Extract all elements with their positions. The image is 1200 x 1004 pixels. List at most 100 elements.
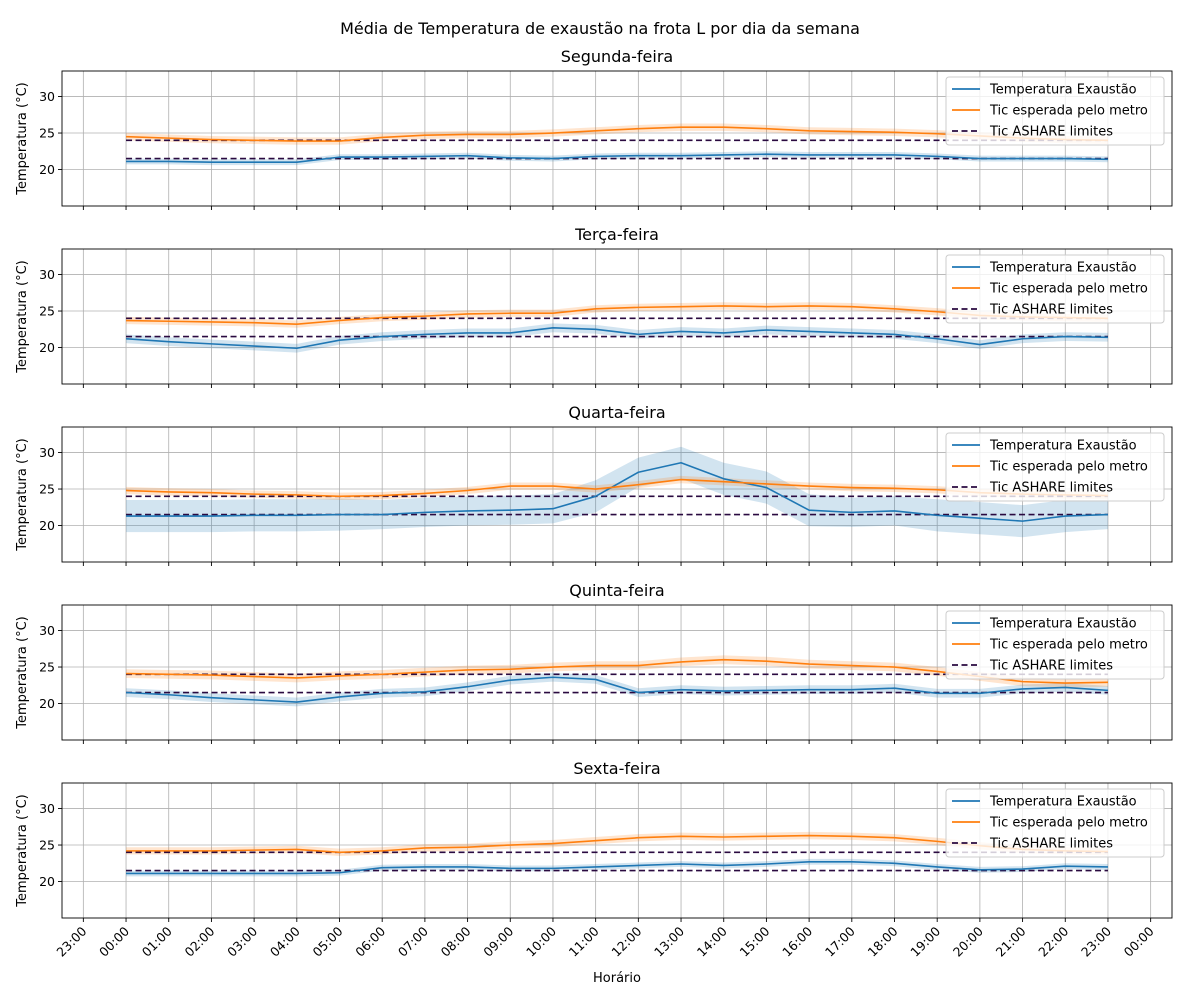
plot-frame <box>61 782 1173 919</box>
chart-title: Média de Temperatura de exaustão na frot… <box>340 19 860 38</box>
esperada-confidence-band <box>126 655 1108 688</box>
panel-4: 20 25 30 Temperatura (°C) Quinta-feira Temper… <box>15 581 1173 744</box>
y-axis-label: Temperatura (°C) <box>15 794 30 907</box>
x-tick-label: 06:00 <box>352 923 388 959</box>
y-tick-label: 30 <box>39 445 55 460</box>
x-tick-label: 18:00 <box>865 923 901 959</box>
legend-box <box>945 254 1165 324</box>
y-tick-label: 30 <box>39 267 55 282</box>
exaustao-series-line <box>126 461 1108 522</box>
y-tick-label: 30 <box>39 623 55 638</box>
x-tick-label: 00:00 <box>96 923 132 959</box>
legend: Temperatura Exaustão Tic esperada pelo me… <box>945 788 1165 858</box>
legend-label-ashare: Tic ASHARE limites <box>989 303 1113 318</box>
plot-frame <box>61 70 1173 207</box>
legend-label-esperada: Tic esperada pelo metro <box>989 282 1148 297</box>
x-tick-label: 10:00 <box>523 923 559 959</box>
y-tick-label: 25 <box>39 304 55 319</box>
legend-box <box>945 432 1165 502</box>
x-tick-label: 21:00 <box>993 923 1029 959</box>
panel-title: Terça-feira <box>574 225 659 244</box>
exaustao-confidence-band <box>126 323 1108 353</box>
esperada-confidence-band <box>126 475 1108 500</box>
y-axis-label: Temperatura (°C) <box>15 260 30 373</box>
x-tick-label: 23:00 <box>1078 923 1114 959</box>
exaustao-series-line <box>126 153 1108 164</box>
legend-label-exaustao: Temperatura Exaustão <box>989 83 1137 98</box>
x-tick-label: 00:00 <box>1121 923 1157 959</box>
panel-title: Segunda-feira <box>561 47 673 66</box>
panel-1: 20 25 30 Temperatura (°C) Segunda-feira Tempe… <box>15 47 1173 210</box>
legend: Temperatura Exaustão Tic esperada pelo me… <box>945 432 1165 502</box>
legend: Temperatura Exaustão Tic esperada pelo me… <box>945 254 1165 324</box>
x-tick-label: 11:00 <box>566 923 602 959</box>
y-tick-label: 25 <box>39 126 55 141</box>
x-tick-label: 07:00 <box>395 923 431 959</box>
legend-label-esperada: Tic esperada pelo metro <box>989 638 1148 653</box>
legend-label-exaustao: Temperatura Exaustão <box>989 439 1137 454</box>
x-tick-label: 20:00 <box>950 923 986 959</box>
x-tick-label: 14:00 <box>694 923 730 959</box>
esperada-confidence-band <box>126 831 1108 856</box>
y-axis-label: Temperatura (°C) <box>15 82 30 195</box>
y-tick-label: 20 <box>39 874 55 889</box>
panel-3: 20 25 30 Temperatura (°C) Quarta-feira Temper… <box>15 403 1173 566</box>
exaustao-series-line <box>125 676 1109 703</box>
legend-label-exaustao: Temperatura Exaustão <box>989 795 1137 810</box>
y-tick-label: 25 <box>39 660 55 675</box>
legend-label-ashare: Tic ASHARE limites <box>989 481 1113 496</box>
exaustao-series-line <box>125 327 1108 350</box>
y-axis-label: Temperatura (°C) <box>15 616 30 729</box>
y-axis-label: Temperatura (°C) <box>15 438 30 551</box>
exaustao-series-line <box>126 861 1108 875</box>
x-tick-label: 09:00 <box>480 923 516 959</box>
y-tick-label: 20 <box>39 340 55 355</box>
legend-label-ashare: Tic ASHARE limites <box>989 125 1113 140</box>
x-tick-label: 12:00 <box>608 923 644 959</box>
x-tick-label: 04:00 <box>267 923 303 959</box>
legend-label-exaustao: Temperatura Exaustão <box>989 261 1137 276</box>
y-tick-label: 20 <box>39 696 55 711</box>
x-tick-label: 01:00 <box>139 923 175 959</box>
esperada-series-line <box>126 305 1108 325</box>
legend-label-exaustao: Temperatura Exaustão <box>989 617 1137 632</box>
plot-frame <box>61 248 1173 385</box>
x-tick-label: 08:00 <box>438 923 474 959</box>
legend: Temperatura Exaustão Tic esperada pelo me… <box>945 76 1165 146</box>
y-tick-label: 30 <box>39 801 55 816</box>
legend-box <box>945 76 1165 146</box>
x-tick-label: 02:00 <box>181 923 217 959</box>
exaustao-confidence-band <box>126 858 1108 877</box>
esperada-series-line <box>126 658 1108 684</box>
legend-label-esperada: Tic esperada pelo metro <box>989 816 1148 831</box>
y-tick-label: 30 <box>39 89 55 104</box>
x-tick-label: 22:00 <box>1035 923 1071 959</box>
x-axis-label: Horário <box>593 971 641 986</box>
legend-label-ashare: Tic ASHARE limites <box>989 837 1113 852</box>
panel-5: 20 25 30 Temperatura (°C) Sexta-feira Tempera… <box>15 759 1173 986</box>
y-tick-label: 25 <box>39 482 55 497</box>
y-tick-label: 20 <box>39 518 55 533</box>
legend-box <box>945 788 1165 858</box>
y-tick-label: 25 <box>39 838 55 853</box>
x-tick-label: 23:00 <box>53 923 89 959</box>
x-tick-label: 15:00 <box>736 923 772 959</box>
esperada-confidence-band <box>126 302 1108 328</box>
y-tick-label: 20 <box>39 162 55 177</box>
plot-frame <box>61 426 1173 563</box>
legend-label-esperada: Tic esperada pelo metro <box>989 460 1148 475</box>
panel-title: Quarta-feira <box>568 403 665 422</box>
esperada-series-line <box>126 834 1108 854</box>
x-tick-label: 19:00 <box>907 923 943 959</box>
legend-box <box>945 610 1165 680</box>
plot-frame <box>61 604 1173 741</box>
legend-label-esperada: Tic esperada pelo metro <box>989 104 1148 119</box>
x-tick-label: 16:00 <box>779 923 815 959</box>
panel-title: Sexta-feira <box>573 759 660 778</box>
x-tick-label: 17:00 <box>822 923 858 959</box>
esperada-series-line <box>126 478 1108 498</box>
panel-title: Quinta-feira <box>569 581 664 600</box>
x-tick-label: 05:00 <box>310 923 346 959</box>
